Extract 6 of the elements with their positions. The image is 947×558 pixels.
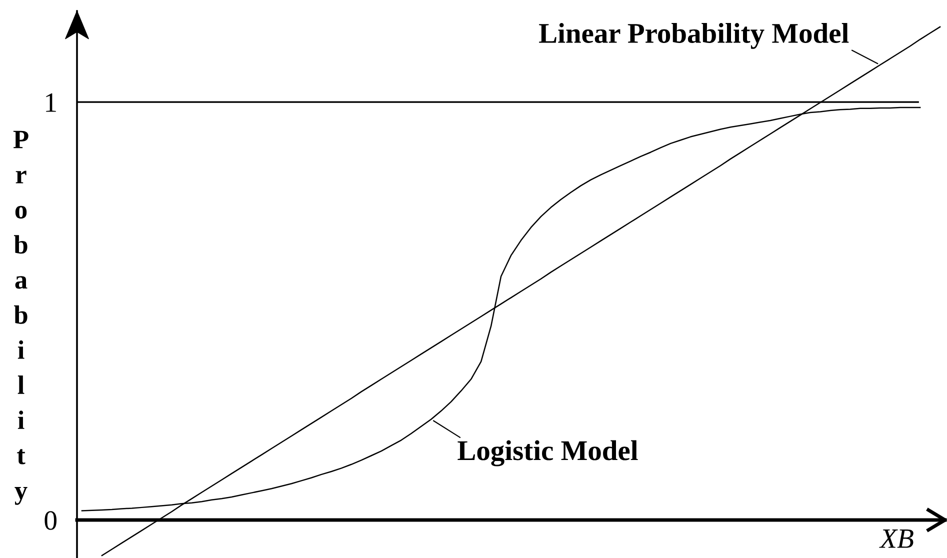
series-label: Linear Probability Model [539, 22, 849, 49]
legend-label: Logistic Model [458, 440, 638, 466]
y-tick-label: 0 [44, 511, 56, 530]
x-axis-title: XB [879, 530, 914, 548]
y-tick-label: 1 [46, 93, 56, 112]
text: Probability [13, 130, 28, 505]
